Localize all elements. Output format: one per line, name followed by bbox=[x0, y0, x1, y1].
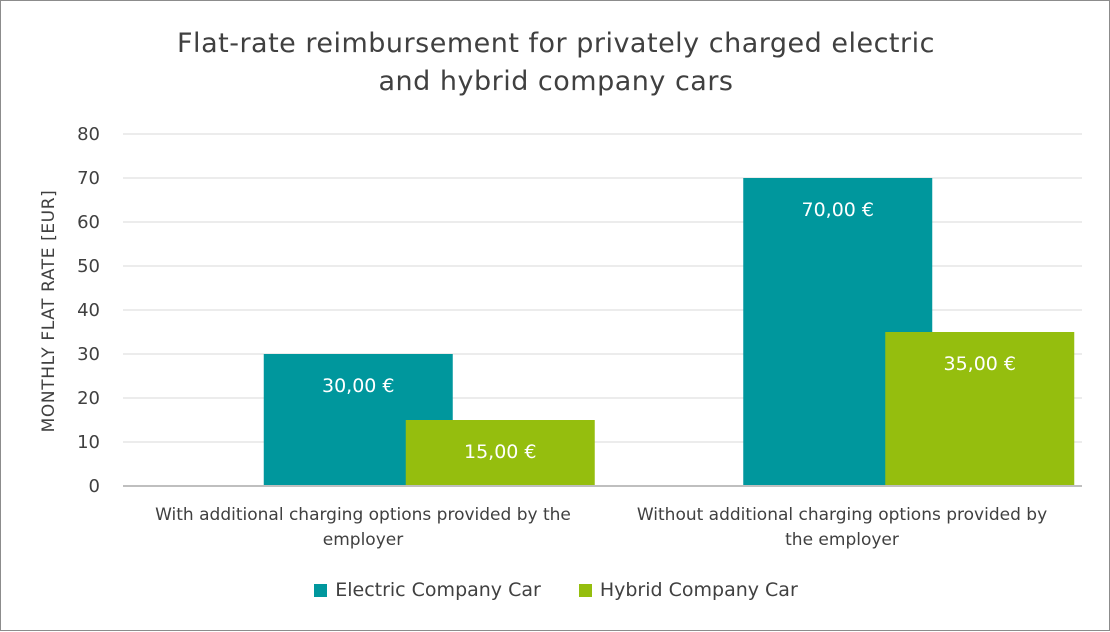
chart-title-line-1: Flat-rate reimbursement for privately ch… bbox=[177, 28, 935, 59]
chart-title: Flat-rate reimbursement for privately ch… bbox=[1, 25, 1110, 101]
legend-label-electric: Electric Company Car bbox=[335, 579, 541, 601]
data-label: 70,00 € bbox=[801, 199, 874, 221]
x-category-1-line-1: With additional charging options provide… bbox=[155, 505, 571, 525]
data-label: 15,00 € bbox=[464, 441, 537, 463]
y-tick-label: 0 bbox=[89, 476, 100, 497]
y-tick-label: 80 bbox=[77, 124, 100, 145]
x-category-label-1: With additional charging options provide… bbox=[123, 503, 603, 553]
chart-title-line-2: and hybrid company cars bbox=[378, 66, 734, 97]
legend-swatch-electric bbox=[314, 583, 328, 597]
y-tick-label: 70 bbox=[77, 168, 100, 189]
x-category-2-line-1: Without additional charging options prov… bbox=[636, 505, 1048, 525]
x-category-label-2: Without additional charging options prov… bbox=[602, 503, 1082, 553]
x-category-1-line-2: employer bbox=[322, 530, 404, 550]
y-tick-label: 50 bbox=[77, 256, 100, 277]
legend-label-hybrid: Hybrid Company Car bbox=[599, 579, 798, 601]
bar bbox=[405, 420, 595, 486]
y-tick-label: 20 bbox=[77, 388, 100, 409]
data-label: 35,00 € bbox=[943, 353, 1016, 375]
legend: Electric Company Car Hybrid Company Car bbox=[1, 579, 1110, 601]
y-tick-label: 10 bbox=[77, 432, 100, 453]
y-tick-label: 30 bbox=[77, 344, 100, 365]
y-tick-label: 40 bbox=[77, 300, 100, 321]
legend-swatch-hybrid bbox=[578, 583, 592, 597]
y-tick-label: 60 bbox=[77, 212, 100, 233]
x-category-2-line-2: the employer bbox=[785, 530, 899, 550]
bar bbox=[885, 332, 1075, 486]
legend-item-hybrid: Hybrid Company Car bbox=[578, 579, 798, 601]
legend-item-electric: Electric Company Car bbox=[314, 579, 541, 601]
data-label: 30,00 € bbox=[322, 375, 395, 397]
